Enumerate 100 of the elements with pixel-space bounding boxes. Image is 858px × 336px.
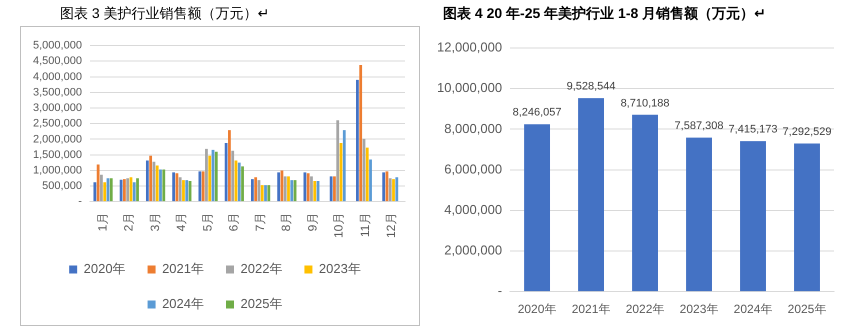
x-tick-label: 2025年: [788, 302, 826, 316]
y-tick-label: 2,000,000: [444, 242, 502, 258]
y-tick-label: 6,000,000: [444, 161, 502, 176]
bar: [740, 141, 766, 292]
bar: [120, 180, 123, 202]
x-tick-label: 6月: [226, 212, 241, 232]
x-tick-label: 9月: [305, 212, 320, 232]
bar: [258, 180, 260, 202]
y-tick-label: 2,500,000: [33, 118, 82, 130]
x-tick-label: 2022年: [626, 302, 664, 316]
bar: [386, 171, 388, 202]
bar: [333, 176, 336, 202]
y-tick-label: 3,000,000: [33, 102, 82, 114]
chart-title: 图表 4 20 年-25 年美护行业 1-8 月销售额（万元）↵: [442, 4, 767, 23]
y-tick-label: 5,000,000: [33, 40, 82, 52]
data-label: 8,246,057: [512, 106, 562, 119]
bar: [241, 166, 244, 202]
data-label: 7,587,308: [674, 120, 724, 132]
data-label: 8,710,188: [620, 97, 670, 110]
bar: [264, 185, 267, 202]
legend-label: 2020年: [84, 261, 126, 276]
x-tick-label: 12月: [384, 212, 398, 238]
bar: [172, 172, 176, 202]
bar: [224, 142, 228, 202]
y-tick-label: 3,500,000: [33, 86, 82, 98]
y-tick-label: 8,000,000: [444, 120, 502, 136]
legend-label: 2021年: [162, 261, 204, 276]
bar: [146, 160, 149, 202]
bar: [342, 130, 346, 202]
x-tick-label: 3月: [148, 212, 162, 232]
bar: [176, 173, 178, 202]
bar: [388, 178, 392, 202]
x-tick-label: 2020年: [518, 302, 556, 316]
x-tick-label: 1月: [95, 212, 110, 232]
bar: [188, 181, 192, 202]
bar: [392, 179, 395, 202]
legend-label: 2023年: [318, 261, 361, 276]
bar: [205, 148, 208, 202]
bar: [126, 178, 130, 202]
x-tick-label: 2023年: [680, 302, 718, 316]
bar: [106, 178, 110, 202]
bar: [287, 176, 290, 202]
bar: [294, 180, 296, 202]
y-tick-label: 12,000,000: [436, 40, 502, 55]
chart-title: 图表 3 美护行业销售额（万元）↵: [59, 4, 270, 23]
bar: [228, 130, 231, 202]
bar: [214, 152, 218, 202]
y-tick-label: -: [498, 283, 502, 298]
bar: [212, 150, 214, 202]
bar: [96, 164, 100, 202]
data-label: 7,415,173: [728, 124, 778, 136]
y-tick-label: 4,500,000: [33, 55, 82, 68]
bar: [316, 181, 320, 202]
bar: [100, 174, 103, 202]
bar: [524, 124, 550, 292]
y-tick-label: 4,000,000: [444, 202, 502, 217]
bar: [110, 178, 113, 202]
x-tick-label: 11月: [358, 212, 372, 238]
x-tick-label: 5月: [200, 212, 214, 232]
bar: [198, 171, 202, 202]
y-tick-label: 500,000: [42, 180, 82, 192]
y-tick-label: 4,000,000: [33, 70, 82, 83]
data-label: 9,528,544: [566, 80, 616, 93]
y-tick-label: -: [78, 196, 82, 208]
x-tick-label: 2021年: [572, 302, 610, 316]
y-tick-label: 1,500,000: [33, 148, 82, 161]
bar: [93, 182, 96, 202]
bar: [152, 162, 156, 202]
bar: [123, 179, 126, 202]
x-tick-label: 7月: [252, 212, 267, 232]
bar: [369, 160, 372, 202]
bar: [130, 177, 132, 202]
legend-label: 2022年: [240, 261, 282, 276]
bar: [794, 144, 820, 292]
bar: [632, 114, 658, 292]
bar: [238, 162, 241, 202]
bar: [686, 138, 712, 292]
x-tick-label: 2024年: [734, 302, 772, 316]
bar: [366, 148, 369, 202]
x-tick-label: 8月: [279, 212, 294, 232]
y-tick-label: 1,000,000: [33, 164, 82, 176]
bar: [250, 179, 254, 202]
x-tick-label: 10月: [332, 212, 346, 238]
bar: [578, 98, 604, 292]
bar: [159, 170, 162, 202]
y-tick-label: 2,000,000: [33, 133, 82, 146]
bar: [356, 80, 359, 202]
bar: [280, 170, 284, 202]
bar: [310, 176, 313, 202]
bar: [182, 180, 185, 202]
bar: [136, 178, 139, 202]
bar: [340, 142, 342, 202]
x-tick-label: 4月: [174, 212, 188, 232]
bar: [304, 172, 306, 202]
data-label: 7,292,529: [782, 126, 832, 138]
x-tick-label: 2月: [122, 212, 136, 232]
bar: [336, 120, 340, 202]
bar: [234, 160, 238, 202]
bar: [362, 138, 366, 202]
y-tick-label: 10,000,000: [436, 80, 502, 96]
